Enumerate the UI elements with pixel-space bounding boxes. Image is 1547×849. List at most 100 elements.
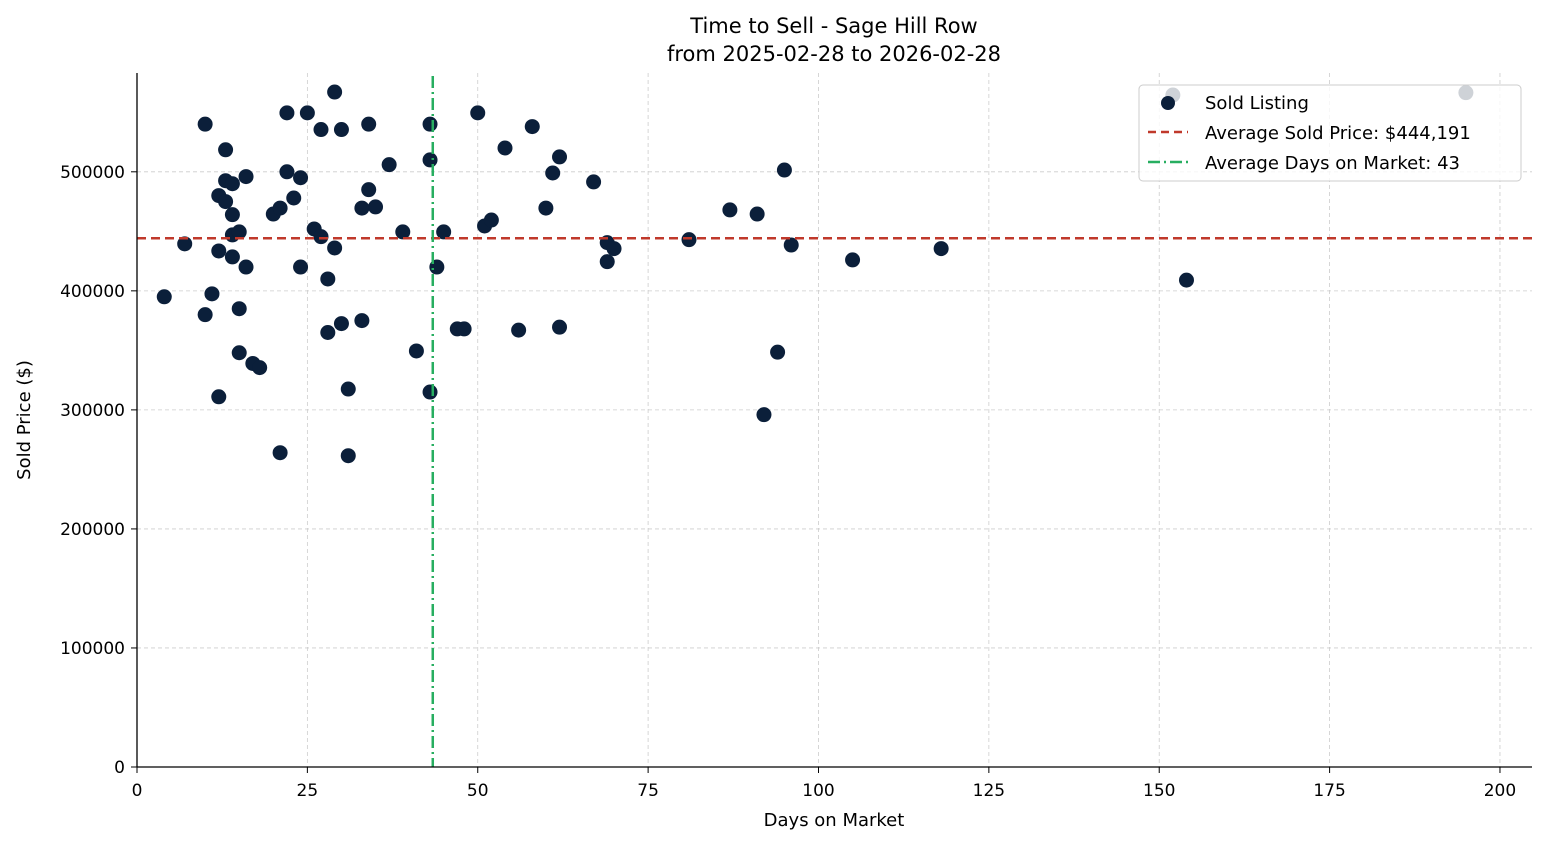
points (156, 84, 1474, 464)
data-point (197, 307, 213, 323)
reference-lines (137, 76, 1532, 767)
data-point (224, 207, 240, 223)
data-point (238, 259, 254, 275)
x-tick-label: 150 (1143, 781, 1175, 801)
data-point (320, 325, 336, 341)
data-point (395, 224, 411, 240)
y-tick-label: 200000 (60, 520, 125, 540)
data-point (756, 407, 772, 423)
data-point (340, 381, 356, 397)
legend: Sold Listing Average Sold Price: $444,19… (1138, 84, 1522, 182)
data-point (497, 140, 513, 156)
data-point (320, 271, 336, 287)
data-point (586, 174, 602, 190)
data-point (436, 224, 452, 240)
data-point (722, 202, 738, 218)
data-point (156, 289, 172, 305)
chart-subtitle: from 2025-02-28 to 2026-02-28 (667, 42, 1001, 66)
y-tick-label: 500000 (60, 163, 125, 183)
data-point (204, 286, 220, 302)
data-point (333, 316, 349, 332)
x-tick-label: 75 (637, 781, 659, 801)
data-point (293, 259, 309, 275)
y-tick-label: 300000 (60, 401, 125, 421)
data-point (770, 344, 786, 360)
data-point (681, 232, 697, 248)
data-point (524, 119, 540, 135)
x-tick-label: 175 (1313, 781, 1345, 801)
x-tick-label: 200 (1484, 781, 1516, 801)
legend-label-avg-days: Average Days on Market: 43 (1205, 153, 1460, 174)
data-point (286, 190, 302, 206)
legend-label-avg-price: Average Sold Price: $444,191 (1205, 123, 1471, 144)
y-tick-label: 400000 (60, 282, 125, 302)
data-point (538, 200, 554, 216)
data-point (197, 116, 213, 132)
data-point (776, 162, 792, 178)
data-point (552, 319, 568, 335)
data-point (231, 224, 247, 240)
x-tick-label: 0 (132, 781, 143, 801)
data-point (211, 243, 227, 259)
data-point (783, 237, 799, 253)
data-point (456, 321, 472, 337)
chart-title: Time to Sell - Sage Hill Row (689, 14, 977, 38)
data-point (313, 122, 329, 138)
data-point (381, 157, 397, 173)
data-point (483, 212, 499, 228)
x-axis-label: Days on Market (764, 810, 905, 831)
data-point (749, 206, 765, 222)
y-axis-label: Sold Price ($) (14, 360, 35, 480)
data-point (354, 200, 370, 216)
data-point (354, 313, 370, 329)
data-point (211, 389, 227, 405)
ticks: 0 25 50 75 100 125 150 175 200 0 100000 200000 30000… (60, 163, 1516, 801)
data-point (218, 194, 234, 210)
data-point (224, 176, 240, 192)
data-point (408, 343, 424, 359)
data-point (177, 236, 193, 252)
data-point (252, 360, 268, 376)
data-point (279, 164, 295, 180)
x-tick-label: 100 (802, 781, 834, 801)
data-point (470, 105, 486, 121)
x-tick-label: 125 (973, 781, 1005, 801)
data-point (218, 142, 234, 158)
data-point (313, 229, 329, 245)
data-point (231, 345, 247, 361)
y-tick-label: 0 (114, 758, 125, 778)
data-point (552, 149, 568, 165)
data-point (272, 445, 288, 461)
data-point (599, 254, 615, 270)
data-point (327, 84, 343, 100)
data-point (422, 116, 438, 132)
data-point (231, 301, 247, 317)
data-point (422, 384, 438, 400)
x-tick-label: 50 (467, 781, 489, 801)
data-point (340, 448, 356, 464)
data-point (238, 169, 254, 185)
data-point (361, 116, 377, 132)
data-point (933, 241, 949, 257)
data-point (293, 170, 309, 186)
data-point (361, 182, 377, 198)
data-point (272, 200, 288, 216)
y-tick-label: 100000 (60, 639, 125, 659)
data-point (333, 122, 349, 138)
data-point (327, 240, 343, 256)
x-tick-label: 25 (297, 781, 319, 801)
data-point (368, 199, 384, 215)
legend-label-sold: Sold Listing (1205, 93, 1309, 114)
legend-box (1138, 84, 1522, 182)
data-point (299, 105, 315, 121)
data-point (1178, 272, 1194, 288)
legend-marker-sold (1161, 96, 1175, 110)
data-point (606, 241, 622, 257)
data-point (279, 105, 295, 121)
data-point (845, 252, 861, 268)
data-point (224, 249, 240, 265)
data-point (511, 322, 527, 338)
data-point (422, 152, 438, 168)
data-point (545, 165, 561, 181)
